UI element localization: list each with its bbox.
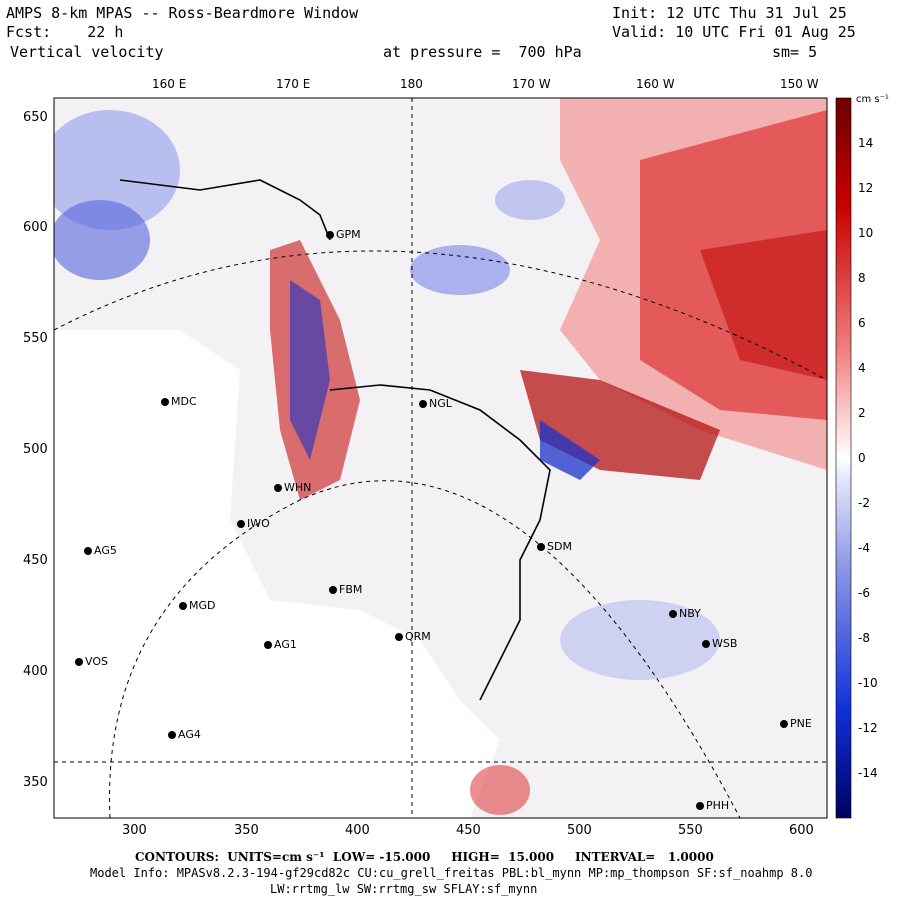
- colorbar-tick: -4: [858, 541, 870, 555]
- colorbar-tick: 14: [858, 136, 874, 150]
- station-marker-icon: [326, 231, 334, 239]
- forecast-hour: Fcst: 22 h: [6, 23, 124, 41]
- colorbar-tick: 10: [858, 226, 874, 240]
- station-label: AG5: [94, 544, 117, 557]
- station-label: PNE: [790, 717, 812, 730]
- station-marker-icon: [780, 720, 788, 728]
- lon-label: 180: [400, 77, 423, 91]
- station-label: NBY: [679, 607, 701, 620]
- station-marker-icon: [75, 658, 83, 666]
- station-marker-icon: [84, 547, 92, 555]
- station-label: QRM: [405, 630, 431, 643]
- colorbar-tick: 2: [858, 406, 866, 420]
- station-marker-icon: [274, 484, 282, 492]
- colorbar-tick: -8: [858, 631, 870, 645]
- station-label: MGD: [189, 599, 216, 612]
- colorbar-tick: -2: [858, 496, 870, 510]
- y-tick-label: 450: [23, 553, 48, 568]
- station-marker-icon: [669, 610, 677, 618]
- colorbar-tick: 4: [858, 361, 866, 375]
- colorbar-tick: -6: [858, 586, 870, 600]
- valid-time: Valid: 10 UTC Fri 01 Aug 25: [612, 23, 856, 41]
- station-marker-icon: [696, 802, 704, 810]
- x-tick-label: 300: [122, 823, 147, 838]
- x-tick-label: 600: [789, 823, 814, 838]
- x-tick-label: 350: [234, 823, 259, 838]
- station-label: NGL: [429, 397, 452, 410]
- lon-label: 150 W: [780, 77, 819, 91]
- station-label: VOS: [85, 655, 108, 668]
- x-tick-label: 400: [345, 823, 370, 838]
- colorbar-tick: -10: [858, 676, 878, 690]
- colorbar: [835, 97, 852, 819]
- station-marker-icon: [168, 731, 176, 739]
- init-time: Init: 12 UTC Thu 31 Jul 25: [612, 4, 847, 22]
- station-label: SDM: [547, 540, 572, 553]
- colorbar-tick: 8: [858, 271, 866, 285]
- x-tick-label: 500: [567, 823, 592, 838]
- contour-info: CONTOURS: UNITS=cm s⁻¹ LOW= -15.000 HIGH…: [135, 850, 714, 864]
- station-marker-icon: [237, 520, 245, 528]
- lon-label: 160 W: [636, 77, 675, 91]
- colorbar-tick: 12: [858, 181, 874, 195]
- station-marker-icon: [395, 633, 403, 641]
- y-tick-label: 400: [23, 664, 48, 679]
- colorbar-tick: -14: [858, 766, 878, 780]
- station-marker-icon: [537, 543, 545, 551]
- model-title: AMPS 8-km MPAS -- Ross-Beardmore Window: [6, 4, 359, 22]
- colorbar-units: cm s⁻¹: [856, 94, 889, 105]
- x-tick-label: 450: [456, 823, 481, 838]
- colorbar-tick: 6: [858, 316, 866, 330]
- station-label: PHH: [706, 799, 730, 812]
- station-marker-icon: [161, 398, 169, 406]
- station-label: IWO: [247, 517, 270, 530]
- y-tick-label: 650: [23, 110, 48, 125]
- y-tick-label: 600: [23, 220, 48, 235]
- y-tick-label: 350: [23, 775, 48, 790]
- station-label: WHN: [284, 481, 312, 494]
- station-label: GPM: [336, 228, 361, 241]
- lon-label: 160 E: [152, 77, 187, 91]
- y-tick-label: 500: [23, 442, 48, 457]
- station-marker-icon: [702, 640, 710, 648]
- colorbar-tick: -12: [858, 721, 878, 735]
- field-name: Vertical velocity: [10, 43, 164, 61]
- station-label: MDC: [171, 395, 197, 408]
- station-label: AG1: [274, 638, 297, 651]
- lon-label: 170 E: [276, 77, 311, 91]
- station-label: FBM: [339, 583, 363, 596]
- station-marker-icon: [419, 400, 427, 408]
- colorbar-tick: 0: [858, 451, 866, 465]
- station-label: WSB: [712, 637, 738, 650]
- model-info: Model Info: MPASv8.2.3-194-gf29cd82c CU:…: [90, 866, 813, 880]
- station-marker-icon: [329, 586, 337, 594]
- y-tick-label: 550: [23, 331, 48, 346]
- pressure-level: at pressure = 700 hPa: [383, 43, 582, 61]
- smoothing-value: sm= 5: [772, 43, 818, 61]
- x-tick-label: 550: [678, 823, 703, 838]
- lon-label: 170 W: [512, 77, 551, 91]
- station-marker-icon: [264, 641, 272, 649]
- physics-info: LW:rrtmg_lw SW:rrtmg_sw SFLAY:sf_mynn: [270, 882, 538, 896]
- station-marker-icon: [179, 602, 187, 610]
- station-label: AG4: [178, 728, 201, 741]
